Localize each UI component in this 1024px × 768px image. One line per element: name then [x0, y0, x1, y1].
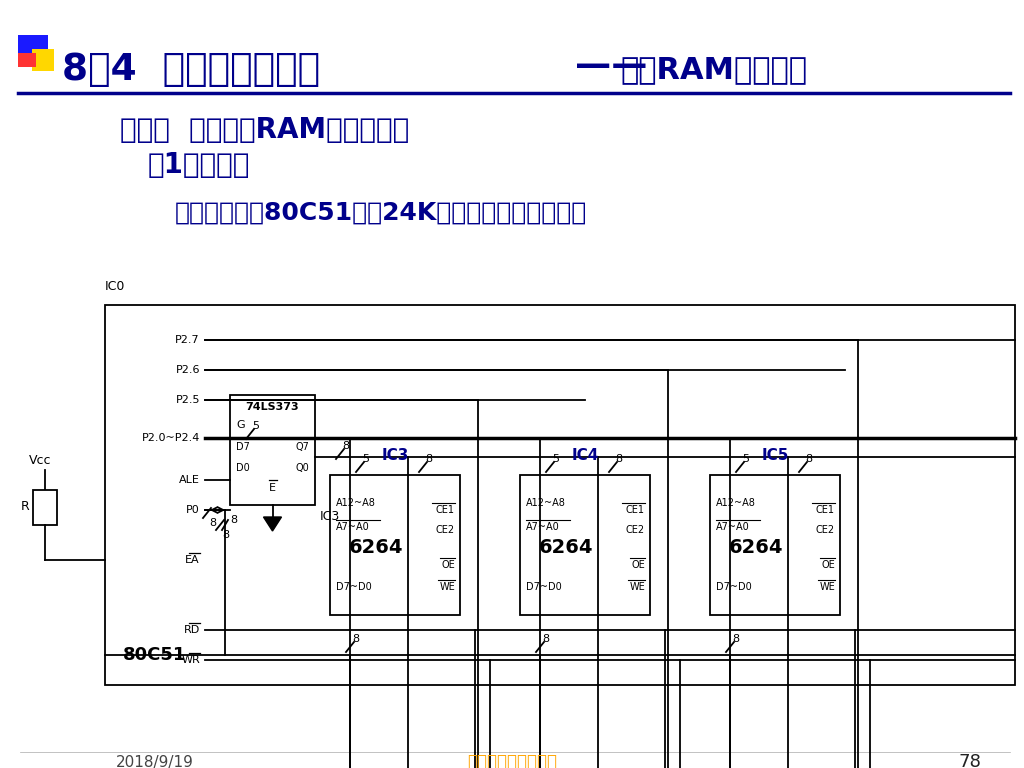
Text: Q7: Q7 — [295, 442, 309, 452]
Text: IC4: IC4 — [571, 448, 599, 462]
Text: Q0: Q0 — [295, 463, 309, 473]
Text: （1）线选法: （1）线选法 — [148, 151, 251, 179]
Text: 采用线选法为80C51扩展24K外部数据存储器的电路: 采用线选法为80C51扩展24K外部数据存储器的电路 — [175, 201, 587, 225]
Text: P2.5: P2.5 — [175, 395, 200, 405]
Bar — [105, 305, 1015, 685]
Text: A7~A0: A7~A0 — [336, 522, 370, 532]
Text: 6264: 6264 — [728, 538, 782, 558]
Text: D7~D0: D7~D0 — [716, 582, 752, 592]
Text: 8: 8 — [425, 454, 432, 464]
Text: CE2: CE2 — [626, 525, 645, 535]
Text: CE2: CE2 — [816, 525, 835, 535]
Text: 5: 5 — [362, 454, 369, 464]
Text: A7~A0: A7~A0 — [526, 522, 560, 532]
Text: 78: 78 — [958, 753, 981, 768]
Text: 8: 8 — [805, 454, 812, 464]
Text: IC3: IC3 — [319, 510, 340, 523]
Text: Vcc: Vcc — [29, 453, 51, 466]
Text: G: G — [236, 420, 245, 430]
Text: WE: WE — [819, 582, 835, 592]
Text: 8: 8 — [732, 634, 739, 644]
Text: CE1: CE1 — [816, 505, 835, 515]
Polygon shape — [263, 517, 282, 531]
Bar — [32, 49, 54, 71]
Text: P2.7: P2.7 — [175, 335, 200, 345]
Text: RD: RD — [183, 625, 200, 635]
Text: P2.0~P2.4: P2.0~P2.4 — [141, 433, 200, 443]
Text: P2.6: P2.6 — [175, 365, 200, 375]
Text: CE2: CE2 — [436, 525, 455, 535]
Text: 8: 8 — [230, 515, 238, 525]
Text: A7~A0: A7~A0 — [716, 522, 750, 532]
Text: A12~A8: A12~A8 — [336, 498, 376, 508]
Text: 6264: 6264 — [348, 538, 402, 558]
Text: E: E — [269, 483, 276, 493]
Text: 8: 8 — [542, 634, 549, 644]
Bar — [330, 475, 460, 615]
Text: D0: D0 — [236, 463, 250, 473]
Text: （二）  多片静态RAM芯片的扩展: （二） 多片静态RAM芯片的扩展 — [120, 116, 410, 144]
Text: EA: EA — [185, 555, 200, 565]
Text: IC5: IC5 — [761, 448, 788, 462]
Text: 5: 5 — [742, 454, 749, 464]
Text: OE: OE — [441, 560, 455, 570]
Text: 8: 8 — [615, 454, 623, 464]
Text: 5: 5 — [252, 421, 259, 431]
Bar — [230, 395, 315, 505]
Text: 单片机原理及其应用: 单片机原理及其应用 — [467, 753, 557, 768]
Text: OE: OE — [821, 560, 835, 570]
Text: 6264: 6264 — [539, 538, 593, 558]
Text: IC3: IC3 — [381, 448, 409, 462]
Text: 80C51: 80C51 — [123, 646, 186, 664]
Text: OE: OE — [631, 560, 645, 570]
Text: D7~D0: D7~D0 — [526, 582, 562, 592]
Text: 8: 8 — [342, 441, 349, 451]
Text: 8: 8 — [209, 518, 216, 528]
Text: D7: D7 — [236, 442, 250, 452]
Text: D7~D0: D7~D0 — [336, 582, 372, 592]
Text: 8: 8 — [222, 530, 229, 540]
Text: A12~A8: A12~A8 — [716, 498, 756, 508]
Text: CE1: CE1 — [436, 505, 455, 515]
Text: IC0: IC0 — [105, 280, 125, 293]
Bar — [33, 490, 57, 525]
Text: 8: 8 — [352, 634, 359, 644]
Bar — [520, 475, 650, 615]
Text: ——: —— — [575, 49, 647, 83]
Text: WR: WR — [181, 655, 200, 665]
Text: 8．4  数据存储器扩展: 8．4 数据存储器扩展 — [62, 52, 321, 88]
Text: R: R — [20, 501, 30, 514]
Bar — [18, 35, 48, 65]
Bar — [18, 53, 36, 67]
Text: A12~A8: A12~A8 — [526, 498, 566, 508]
Text: 74LS373: 74LS373 — [246, 402, 299, 412]
Text: WE: WE — [439, 582, 455, 592]
Text: 静态RAM扩展电路: 静态RAM扩展电路 — [620, 55, 807, 84]
Text: 5: 5 — [552, 454, 559, 464]
Bar — [710, 475, 840, 615]
Text: WE: WE — [630, 582, 645, 592]
Text: ALE: ALE — [179, 475, 200, 485]
Text: CE1: CE1 — [626, 505, 645, 515]
Text: 2018/9/19: 2018/9/19 — [116, 754, 194, 768]
Text: P0: P0 — [186, 505, 200, 515]
